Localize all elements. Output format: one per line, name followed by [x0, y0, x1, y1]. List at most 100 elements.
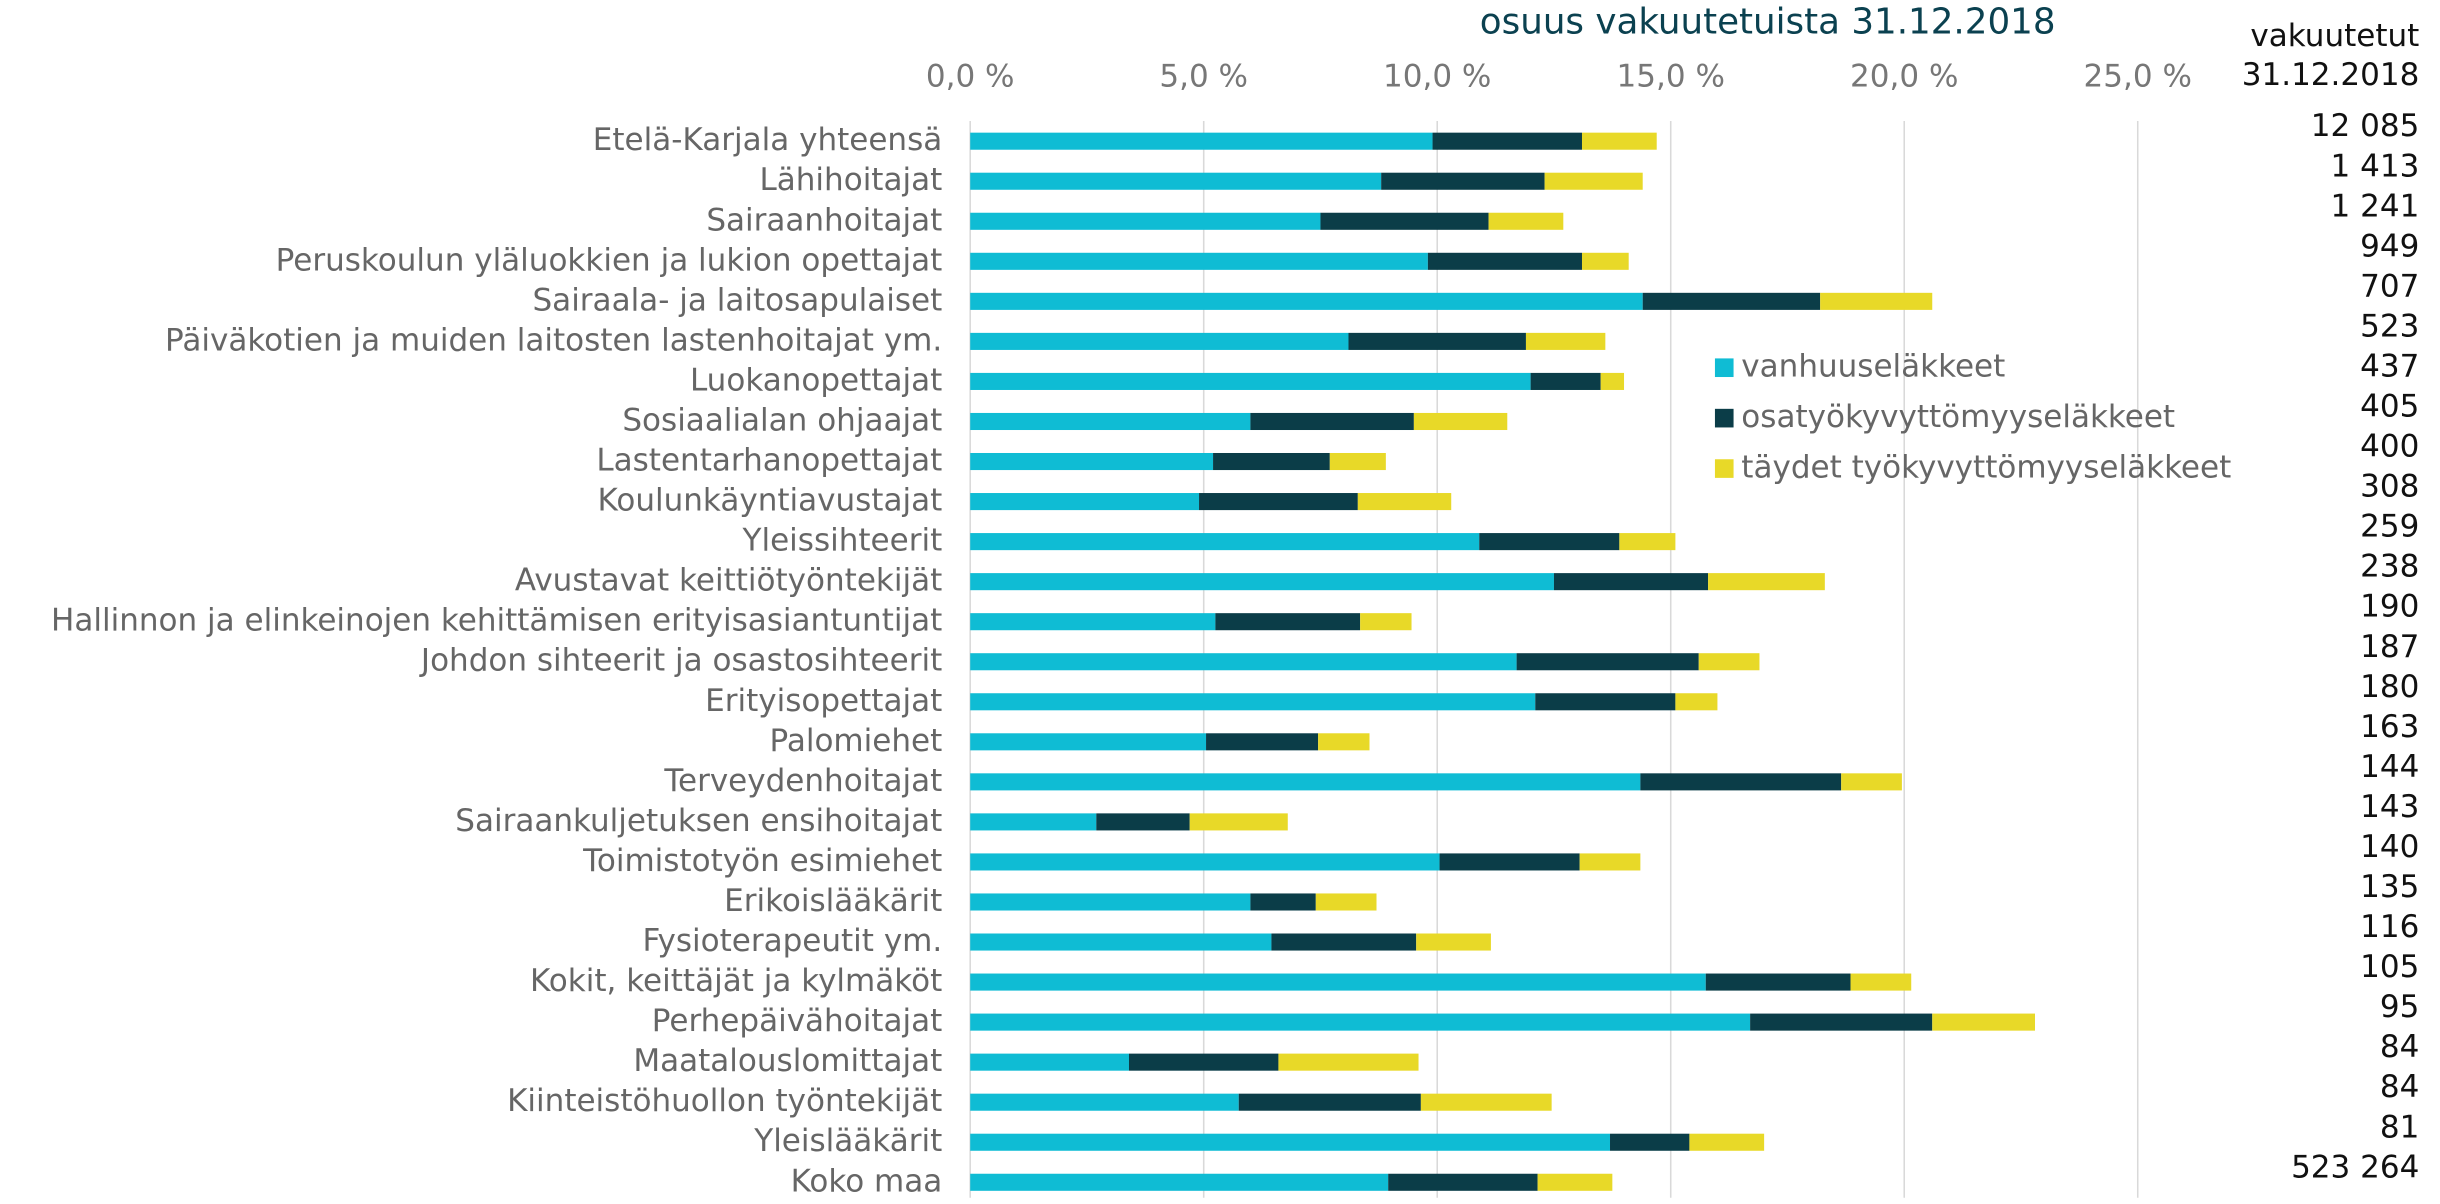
bar-segment — [1427, 252, 1582, 270]
category-label: Koko maa — [791, 1163, 943, 1199]
insured-count: 405 — [2360, 389, 2419, 425]
bar-segment — [1850, 973, 1912, 991]
bar-segment — [970, 653, 1517, 671]
bar-segment — [970, 1133, 1611, 1151]
bar-segment — [1488, 212, 1564, 230]
insured-count: 84 — [2380, 1069, 2419, 1105]
legend-swatch — [1714, 408, 1734, 428]
bar-segment — [1689, 1133, 1765, 1151]
insured-count: 1 241 — [2331, 188, 2420, 224]
bar-segment — [1530, 372, 1601, 390]
bar-segment — [1619, 533, 1676, 551]
category-label: Avustavat keittiötyöntekijät — [515, 563, 942, 599]
bar-segment — [1278, 1053, 1419, 1071]
bar-segment — [1642, 292, 1821, 310]
bar-segment — [970, 933, 1272, 951]
bar-segment — [970, 412, 1251, 431]
bar-segment — [1189, 813, 1288, 831]
bar-segment — [1439, 853, 1580, 871]
bar-segment — [1516, 653, 1699, 671]
bar-segment — [1698, 653, 1760, 671]
bar-segment — [970, 292, 1643, 310]
category-label: Peruskoulun yläluokkien ja lukion opetta… — [276, 242, 943, 278]
category-label: Sairaanhoitajat — [706, 202, 942, 238]
x-tick-label: 25,0 % — [2084, 59, 2192, 95]
x-tick-label: 5,0 % — [1159, 59, 1248, 95]
bar-segment — [1553, 573, 1709, 591]
chart-title: osuus vakuutetuista 31.12.2018 — [1480, 1, 2056, 42]
category-label: Perhepäivähoitajat — [652, 1003, 943, 1039]
category-label: Lastentarhanopettajat — [596, 443, 942, 479]
category-label: Yleissihteerit — [742, 523, 943, 559]
insured-count: 1 413 — [2331, 148, 2420, 184]
category-label: Päiväkotien ja muiden laitosten lastenho… — [165, 322, 942, 358]
legend-label: täydet työkyvyttömyyseläkkeet — [1741, 450, 2231, 486]
bar-segment — [970, 693, 1536, 711]
category-label: Yleislääkärit — [753, 1123, 942, 1159]
bar-segment — [1271, 933, 1417, 951]
bar-segment — [970, 1093, 1239, 1111]
insured-count: 437 — [2360, 348, 2419, 384]
bar-segment — [970, 132, 1433, 150]
bar-segment — [1820, 292, 1933, 310]
insured-count: 84 — [2380, 1029, 2419, 1065]
legend-swatch — [1714, 358, 1734, 378]
insured-count: 707 — [2360, 268, 2419, 304]
bar-segment — [1675, 693, 1718, 711]
category-label: Johdon sihteerit ja osastosihteerit — [419, 643, 942, 679]
category-label: Luokanopettajat — [690, 362, 942, 398]
bar-segment — [1610, 1133, 1690, 1151]
bar-segment — [1537, 1173, 1613, 1191]
bar-segment — [1581, 132, 1657, 150]
legend-swatch — [1714, 459, 1734, 478]
category-label: Palomiehet — [770, 723, 943, 759]
bar-segment — [970, 533, 1480, 551]
bar-segment — [1348, 332, 1526, 350]
insured-header: 31.12.2018 — [2242, 57, 2420, 93]
bar-segment — [1416, 933, 1491, 951]
bar-segment — [970, 172, 1382, 190]
category-label: Hallinnon ja elinkeinojen kehittämisen e… — [51, 603, 942, 639]
insured-count: 144 — [2360, 749, 2419, 785]
bar-segment — [970, 573, 1554, 591]
bar-segment — [1213, 452, 1330, 471]
bar-segment — [970, 332, 1349, 350]
insured-count: 400 — [2360, 429, 2419, 465]
bar-segment — [1600, 372, 1625, 390]
category-label: Kiinteistöhuollon työntekijät — [507, 1083, 942, 1119]
bar-segment — [1413, 412, 1508, 431]
category-label: Lähihoitajat — [760, 162, 943, 198]
bar-segment — [970, 212, 1321, 230]
bar-segment — [970, 853, 1440, 871]
bar-segment — [1932, 1013, 2035, 1031]
category-label: Terveydenhoitajat — [663, 763, 942, 799]
bar-segment — [1215, 613, 1361, 631]
insured-count: 105 — [2360, 949, 2419, 985]
bar-segment — [1238, 1093, 1421, 1111]
category-label: Erityisopettajat — [705, 683, 942, 719]
bar-segment — [1128, 1053, 1279, 1071]
bar-segment — [1841, 773, 1902, 791]
bar-segment — [1329, 452, 1386, 471]
bar-segment — [970, 613, 1216, 631]
insured-count: 163 — [2360, 709, 2419, 745]
legend-label: osatyökyvyttömyyseläkkeet — [1741, 399, 2175, 435]
x-tick-label: 15,0 % — [1617, 59, 1725, 95]
insured-count: 135 — [2360, 869, 2419, 905]
bar-segment — [1318, 733, 1370, 751]
insured-header: vakuutetut — [2250, 18, 2419, 54]
bar-segment — [1250, 412, 1414, 431]
bar-segment — [1640, 773, 1842, 791]
bar-segment — [1535, 693, 1676, 711]
bar-segment — [1420, 1093, 1552, 1111]
bar-segment — [1581, 252, 1629, 270]
bar-segment — [1250, 893, 1316, 911]
bar-segment — [970, 372, 1531, 390]
insured-count: 308 — [2360, 469, 2419, 505]
bar-segment — [1315, 893, 1377, 911]
category-label: Toimistotyön esimiehet — [582, 843, 942, 879]
insured-count: 143 — [2360, 789, 2419, 825]
insured-count: 180 — [2360, 669, 2419, 705]
bar-segment — [970, 973, 1706, 991]
